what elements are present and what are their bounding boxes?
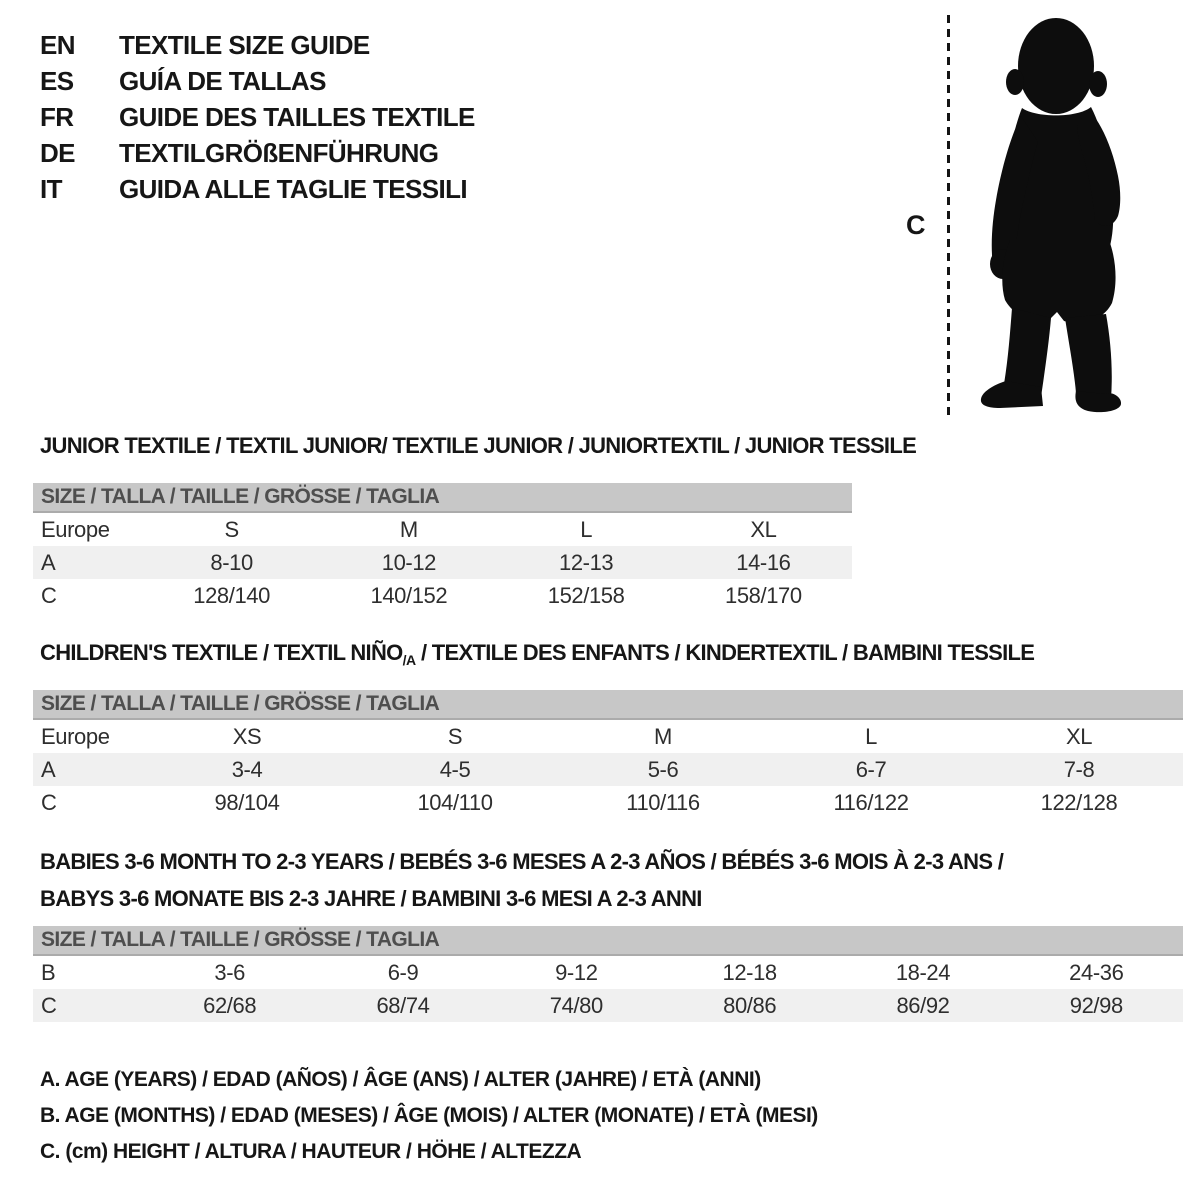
height-cell: 98/104 bbox=[214, 790, 280, 815]
table-header-bar: SIZE / TALLA / TAILLE / GRÖSSE / TAGLIA bbox=[33, 690, 1183, 720]
size-cell: XS bbox=[232, 724, 262, 749]
lang-title: GUIDA ALLE TAGLIE TESSILI bbox=[119, 173, 468, 204]
children-section-title: CHILDREN'S TEXTILE / TEXTIL NIÑO/A / TEX… bbox=[40, 640, 1035, 668]
children-title-post: / TEXTILE DES ENFANTS / KINDERTEXTIL / B… bbox=[415, 640, 1035, 665]
height-cell: 80/86 bbox=[723, 993, 777, 1018]
age-cell: 24-36 bbox=[1069, 960, 1124, 985]
size-cell: M bbox=[399, 517, 418, 542]
language-title-list: EN TEXTILE SIZE GUIDE ES GUÍA DE TALLAS … bbox=[40, 27, 475, 207]
height-cell: 116/122 bbox=[833, 790, 909, 815]
height-cell: 122/128 bbox=[1040, 790, 1118, 815]
toddler-silhouette-figure bbox=[980, 18, 1122, 413]
table-row: A 8-10 10-12 12-13 14-16 bbox=[33, 546, 852, 579]
height-cell: 68/74 bbox=[376, 993, 430, 1018]
babies-title-line1: BABIES 3-6 MONTH TO 2-3 YEARS / BEBÉS 3-… bbox=[40, 849, 1004, 874]
height-cell: 110/116 bbox=[626, 790, 700, 815]
children-title-pre: CHILDREN'S TEXTILE / TEXTIL NIÑO bbox=[40, 640, 403, 665]
lang-code: FR bbox=[40, 101, 74, 132]
size-cell: XL bbox=[1065, 724, 1093, 749]
height-cell: 74/80 bbox=[549, 993, 603, 1018]
age-cell: 6-7 bbox=[855, 757, 887, 782]
legend-line-c: C. (cm) HEIGHT / ALTURA / HAUTEUR / HÖHE… bbox=[40, 1140, 582, 1163]
babies-title-line2: BABYS 3-6 MONATE BIS 2-3 JAHRE / BAMBINI… bbox=[40, 886, 702, 911]
table-row: C 62/68 68/74 74/80 80/86 86/92 92/98 bbox=[33, 989, 1183, 1022]
age-cell: 12-18 bbox=[722, 960, 778, 985]
age-cell: 7-8 bbox=[1063, 757, 1095, 782]
row-label: Europe bbox=[41, 724, 110, 749]
children-size-table: SIZE / TALLA / TAILLE / GRÖSSE / TAGLIA … bbox=[33, 690, 1183, 819]
lang-title: TEXTILE SIZE GUIDE bbox=[119, 29, 370, 60]
lang-row-it: IT GUIDA ALLE TAGLIE TESSILI bbox=[40, 171, 475, 207]
lang-title: TEXTILGRÖßENFÜHRUNG bbox=[119, 137, 439, 168]
table-row: C 98/104 104/110 110/116 116/122 122/128 bbox=[33, 786, 1183, 819]
size-cell: S bbox=[224, 517, 239, 542]
age-cell: 9-12 bbox=[555, 960, 598, 985]
table-row: A 3-4 4-5 5-6 6-7 7-8 bbox=[33, 753, 1183, 786]
age-cell: 12-13 bbox=[558, 550, 614, 575]
height-cell: 92/98 bbox=[1069, 993, 1123, 1018]
age-cell: 14-16 bbox=[736, 550, 791, 575]
lang-row-de: DE TEXTILGRÖßENFÜHRUNG bbox=[40, 135, 475, 171]
height-cell: 86/92 bbox=[896, 993, 950, 1018]
lang-code: ES bbox=[40, 65, 74, 96]
age-cell: 3-6 bbox=[214, 960, 245, 985]
size-cell: L bbox=[580, 517, 593, 542]
age-cell: 18-24 bbox=[895, 960, 951, 985]
height-measure-dashed-line bbox=[947, 15, 950, 418]
lang-code: DE bbox=[40, 137, 76, 168]
legend-line-a: A. AGE (YEARS) / EDAD (AÑOS) / ÂGE (ANS)… bbox=[40, 1068, 761, 1091]
row-label: Europe bbox=[41, 517, 110, 542]
height-cell: 62/68 bbox=[203, 993, 257, 1018]
size-cell: XL bbox=[750, 517, 777, 542]
size-cell: S bbox=[447, 724, 463, 749]
row-label: A bbox=[41, 757, 56, 782]
table-row: C 128/140 140/152 152/158 158/170 bbox=[33, 579, 852, 612]
table-header-bar: SIZE / TALLA / TAILLE / GRÖSSE / TAGLIA bbox=[33, 926, 1183, 956]
babies-section-title: BABIES 3-6 MONTH TO 2-3 YEARS / BEBÉS 3-… bbox=[40, 843, 1004, 917]
table-header-bar: SIZE / TALLA / TAILLE / GRÖSSE / TAGLIA bbox=[33, 483, 852, 513]
table-row: Europe S M L XL bbox=[33, 513, 852, 546]
table-row: B 3-6 6-9 9-12 12-18 18-24 24-36 bbox=[33, 956, 1183, 989]
age-cell: 4-5 bbox=[439, 757, 471, 782]
size-cell: M bbox=[654, 724, 672, 749]
height-cell: 140/152 bbox=[370, 583, 448, 608]
junior-size-table: SIZE / TALLA / TAILLE / GRÖSSE / TAGLIA … bbox=[33, 483, 852, 612]
measurement-legend: A. AGE (YEARS) / EDAD (AÑOS) / ÂGE (ANS)… bbox=[40, 1062, 818, 1170]
age-cell: 10-12 bbox=[381, 550, 437, 575]
legend-line-b: B. AGE (MONTHS) / EDAD (MESES) / ÂGE (MO… bbox=[40, 1104, 818, 1127]
lang-row-es: ES GUÍA DE TALLAS bbox=[40, 63, 475, 99]
table-row: Europe XS S M L XL bbox=[33, 720, 1183, 753]
junior-section-title: JUNIOR TEXTILE / TEXTIL JUNIOR/ TEXTILE … bbox=[40, 433, 917, 458]
age-cell: 8-10 bbox=[210, 550, 253, 575]
lang-code: IT bbox=[40, 173, 63, 204]
row-label: A bbox=[41, 550, 56, 575]
row-label: C bbox=[41, 993, 57, 1018]
babies-size-table: SIZE / TALLA / TAILLE / GRÖSSE / TAGLIA … bbox=[33, 926, 1183, 1022]
height-measure-label: C bbox=[906, 210, 926, 240]
height-cell: 128/140 bbox=[193, 583, 270, 608]
age-cell: 3-4 bbox=[231, 757, 263, 782]
lang-code: EN bbox=[40, 29, 76, 60]
children-title-subscript: /A bbox=[402, 652, 417, 668]
lang-row-en: EN TEXTILE SIZE GUIDE bbox=[40, 27, 475, 63]
row-label: B bbox=[41, 960, 56, 985]
height-cell: 104/110 bbox=[417, 790, 493, 815]
lang-title: GUIDE DES TAILLES TEXTILE bbox=[119, 101, 475, 132]
size-cell: L bbox=[865, 724, 877, 749]
lang-title: GUÍA DE TALLAS bbox=[119, 65, 326, 96]
age-cell: 6-9 bbox=[387, 960, 419, 985]
age-cell: 5-6 bbox=[647, 757, 679, 782]
height-cell: 158/170 bbox=[725, 583, 802, 608]
height-cell: 152/158 bbox=[547, 583, 625, 608]
row-label: C bbox=[41, 583, 57, 608]
lang-row-fr: FR GUIDE DES TAILLES TEXTILE bbox=[40, 99, 475, 135]
row-label: C bbox=[41, 790, 57, 815]
